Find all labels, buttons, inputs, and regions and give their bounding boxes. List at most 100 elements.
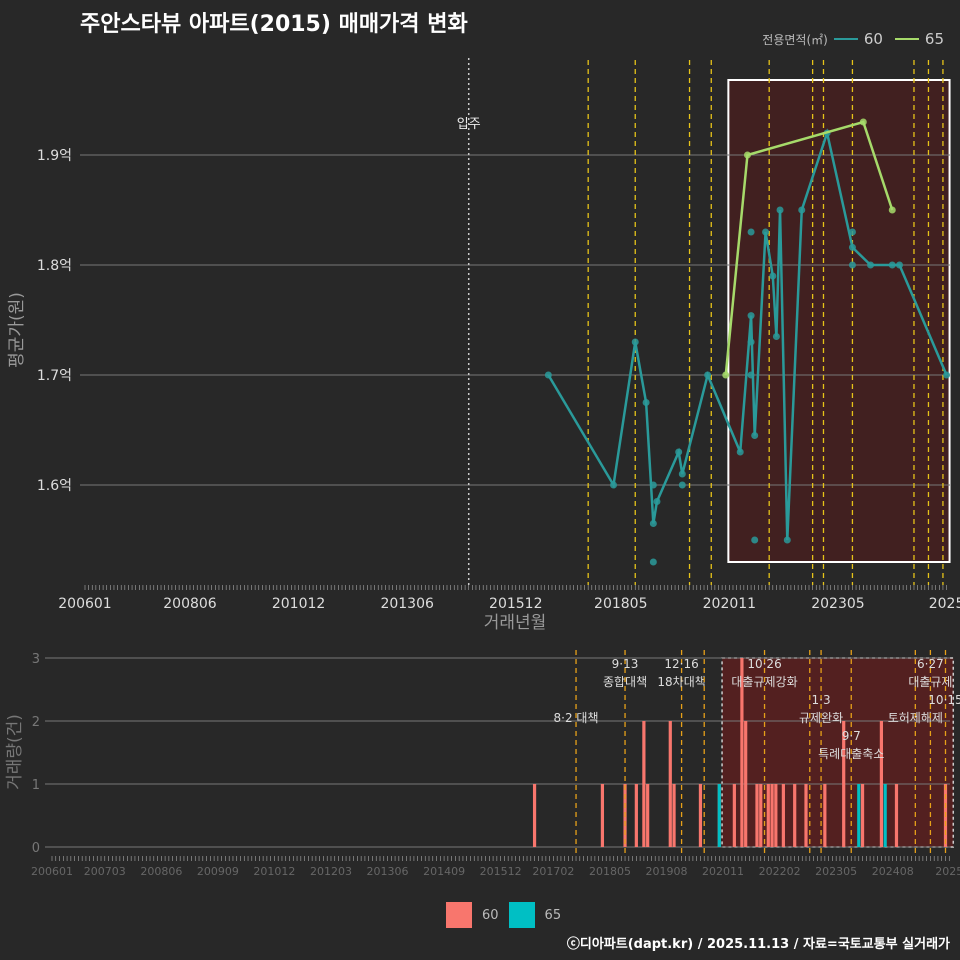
event-date-label: 1·3	[812, 693, 831, 707]
bar-60	[860, 784, 865, 847]
y-tick-label: 1.8억	[37, 258, 72, 274]
data-point-60	[769, 272, 777, 280]
data-point-60	[678, 470, 686, 478]
bar-60	[600, 784, 605, 847]
legend-top: 전용면적(㎡) 60 65	[762, 30, 950, 48]
legend-swatch-60	[833, 38, 858, 40]
bar-60	[740, 658, 744, 847]
legend-label-60: 60	[863, 30, 883, 48]
data-point-60	[896, 261, 903, 269]
event-date-label: 12·16	[664, 657, 698, 671]
legend-title: 전용면적(㎡)	[762, 32, 828, 47]
x-tick-label: 201908	[646, 865, 688, 878]
data-point-60	[798, 206, 806, 214]
legend-bottom-label-60: 60	[482, 907, 499, 923]
bar-60	[646, 784, 650, 847]
legend-bottom-label-65: 65	[544, 907, 562, 923]
y-axis-title: 평균가(원)	[7, 292, 27, 368]
data-point-65	[859, 118, 867, 126]
bar-60	[774, 784, 778, 847]
data-point-60	[848, 261, 856, 269]
x-tick-label: 201409	[423, 865, 465, 878]
y-axis-title: 거래량(건)	[5, 714, 25, 790]
bar-65	[717, 784, 721, 847]
data-point-60	[888, 261, 896, 269]
data-point-60	[631, 338, 639, 346]
bar-60	[642, 721, 646, 847]
bar-60	[744, 721, 748, 847]
x-tick-label: 200601	[31, 865, 73, 878]
bar-60	[634, 784, 638, 847]
x-tick-label: 201306	[367, 865, 409, 878]
data-point-60	[747, 338, 755, 346]
bar-60	[668, 721, 672, 847]
event-date-label: 9·7	[842, 729, 861, 743]
data-point-60	[653, 498, 661, 505]
data-point-60	[751, 536, 759, 544]
event-name-label: 종합대책	[603, 674, 647, 689]
data-point-60	[772, 333, 780, 340]
data-point-60	[544, 371, 552, 379]
data-point-60	[867, 261, 875, 269]
x-tick-label: 202305	[811, 596, 864, 612]
bar-60	[842, 721, 846, 847]
x-tick-label: 201012	[253, 865, 295, 878]
data-point-65	[743, 151, 751, 159]
bar-65	[857, 784, 861, 847]
x-axis-title: 거래년월	[484, 613, 547, 633]
y-tick-label: 2	[32, 715, 40, 730]
data-point-60	[649, 558, 657, 566]
data-point-60	[610, 481, 618, 489]
x-tick-label: 2025	[935, 865, 960, 878]
bar-60	[532, 784, 537, 847]
data-point-60	[649, 481, 657, 489]
footer-credit: ⓒ디아파트(dapt.kr) / 2025.11.13 / 자료=국토교통부 실…	[566, 937, 950, 952]
data-point-60	[943, 371, 951, 379]
move-in-label: 입주	[457, 117, 481, 132]
x-tick-label: 200703	[84, 865, 126, 878]
data-point-60	[678, 481, 686, 489]
y-tick-label: 1.7억	[37, 368, 72, 384]
chart-title: 주안스타뷰 아파트(2015) 매매가격 변화	[80, 12, 468, 37]
x-tick-label: 202011	[702, 865, 744, 878]
highlight-box	[727, 79, 951, 563]
data-point-65	[888, 206, 896, 214]
x-tick-label: 202408	[872, 865, 914, 878]
event-name-label: 대출규제강화	[731, 675, 797, 689]
data-point-60	[675, 448, 683, 456]
data-point-60	[776, 206, 784, 214]
event-name-label: 대출규제	[908, 675, 952, 689]
x-tick-label: 201805	[594, 596, 647, 612]
x-tick-label: 202011	[703, 596, 756, 612]
x-tick-label: 201306	[380, 596, 434, 612]
bar-65	[883, 784, 887, 847]
series-line-65	[724, 120, 894, 376]
data-point-60	[747, 312, 755, 320]
data-point-60	[783, 536, 791, 544]
bar-60	[781, 784, 785, 847]
data-point-65	[722, 371, 730, 379]
x-tick-label: 200806	[140, 865, 182, 878]
event-date-label: 10·26	[747, 657, 781, 671]
legend-swatch-65	[894, 38, 919, 40]
bar-60	[770, 784, 774, 847]
y-tick-label: 1.6억	[37, 478, 72, 494]
event-name-label: 18차대책	[657, 674, 705, 689]
x-tick-label: 200909	[197, 865, 239, 878]
legend-label-65: 65	[924, 30, 944, 48]
data-point-60	[762, 228, 770, 236]
x-tick-label: 201702	[532, 865, 574, 878]
y-tick-label: 1.9억	[37, 148, 72, 164]
x-tick-label: 201512	[480, 865, 522, 878]
event-name-label: 8·2 대책	[554, 710, 599, 725]
data-point-60	[751, 432, 759, 439]
data-point-60	[848, 243, 856, 251]
bar-60	[755, 784, 759, 847]
data-point-60	[642, 399, 650, 406]
y-tick-label: 3	[32, 652, 40, 667]
bar-60	[732, 784, 736, 847]
bar-60	[823, 784, 827, 847]
bar-60	[894, 784, 899, 847]
price-line-chart: 1.6억 1.7억 1.8억 1.9억 200601 200806 201012 201306…	[7, 58, 960, 633]
data-point-60	[704, 371, 712, 379]
